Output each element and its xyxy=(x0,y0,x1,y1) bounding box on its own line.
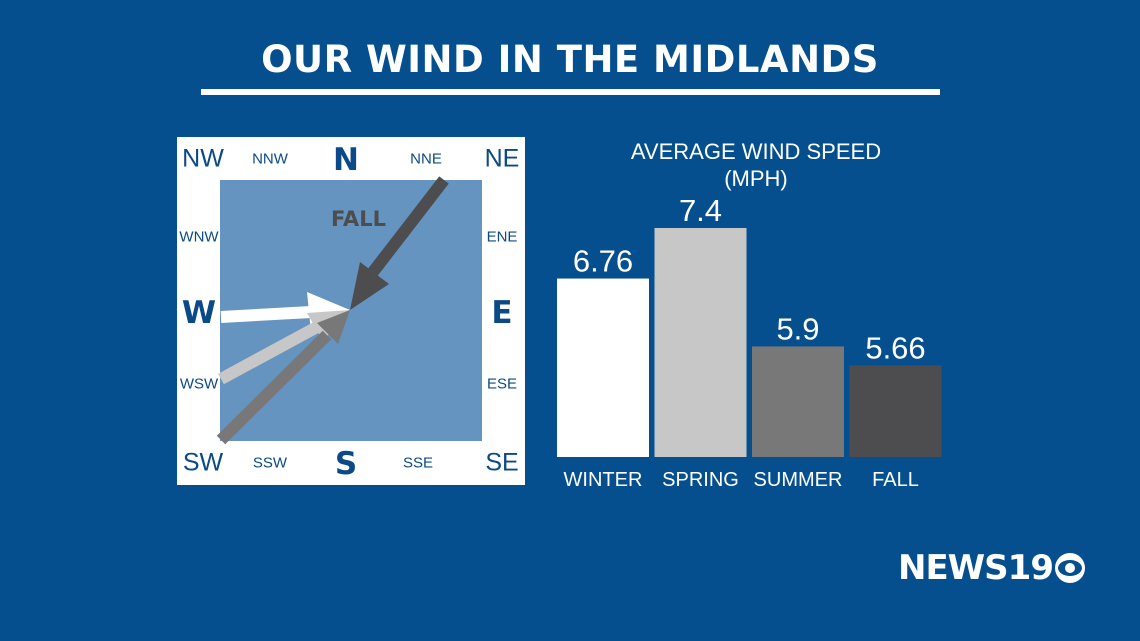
dir-e: E xyxy=(491,295,513,331)
category-label-summer: SUMMER xyxy=(754,469,843,491)
dir-nw: NW xyxy=(182,144,224,173)
chart-title: AVERAGE WIND SPEED (MPH) xyxy=(560,138,952,192)
wind-rose: NW NNW N NNE NE WNW ENE W E WSW ESE SW S… xyxy=(177,137,525,485)
dir-s: S xyxy=(334,446,358,482)
wind-arrows xyxy=(216,176,449,445)
dir-sse: SSE xyxy=(402,454,434,472)
news19-logo: NEWS19 xyxy=(898,548,1085,588)
title-underline xyxy=(201,89,940,95)
cbs-eye-icon xyxy=(1055,553,1085,583)
dir-ssw: SSW xyxy=(252,454,288,472)
bar-spring xyxy=(654,228,747,457)
dir-wnw: WNW xyxy=(179,228,219,246)
category-label-winter: WINTER xyxy=(564,469,643,491)
dir-w: W xyxy=(181,295,217,331)
value-label-summer: 5.9 xyxy=(776,311,819,346)
dir-ene: ENE xyxy=(486,228,518,246)
value-label-fall: 5.66 xyxy=(865,330,925,365)
dir-ese: ESE xyxy=(486,375,518,393)
dir-n: N xyxy=(333,142,359,178)
dir-nne: NNE xyxy=(410,150,442,168)
category-label-spring: SPRING xyxy=(662,469,739,491)
chart-title-main: AVERAGE WIND SPEED xyxy=(630,139,882,164)
chart-title-unit: (MPH) xyxy=(724,166,788,191)
value-label-winter: 6.76 xyxy=(573,244,633,279)
logo-text: NEWS19 xyxy=(898,548,1054,588)
dir-ne: NE xyxy=(484,144,520,173)
dir-nnw: NNW xyxy=(252,150,288,168)
dir-se: SE xyxy=(485,448,519,477)
bar-summer xyxy=(752,346,844,457)
bar-fall xyxy=(849,365,942,457)
page-title: OUR WIND IN THE MIDLANDS xyxy=(261,38,879,81)
arrow-summer xyxy=(216,310,350,445)
arrow-fall xyxy=(350,176,449,310)
dir-sw: SW xyxy=(182,448,224,477)
value-label-spring: 7.4 xyxy=(679,193,722,228)
bar-winter xyxy=(557,278,649,457)
fall-arrow-label: FALL xyxy=(331,207,386,231)
category-label-fall: FALL xyxy=(872,469,919,491)
dir-wsw: WSW xyxy=(179,375,219,393)
